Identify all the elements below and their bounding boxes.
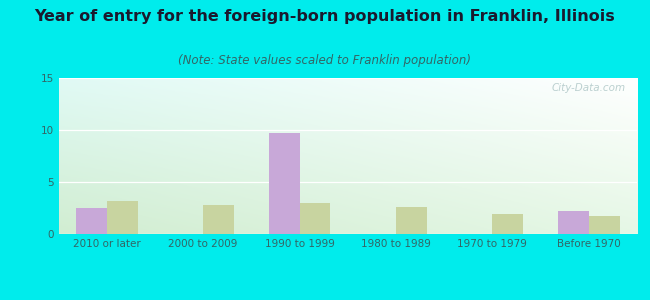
Text: City-Data.com: City-Data.com	[551, 83, 625, 93]
Bar	[300, 203, 330, 234]
Bar	[203, 205, 234, 234]
Bar	[107, 201, 138, 234]
Text: Year of entry for the foreign-born population in Franklin, Illinois: Year of entry for the foreign-born popul…	[34, 9, 616, 24]
Bar	[268, 133, 300, 234]
Bar	[589, 216, 619, 234]
Bar	[558, 211, 589, 234]
Bar	[76, 208, 107, 234]
Bar	[493, 214, 523, 234]
Text: (Note: State values scaled to Franklin population): (Note: State values scaled to Franklin p…	[179, 54, 471, 67]
Bar	[396, 207, 427, 234]
